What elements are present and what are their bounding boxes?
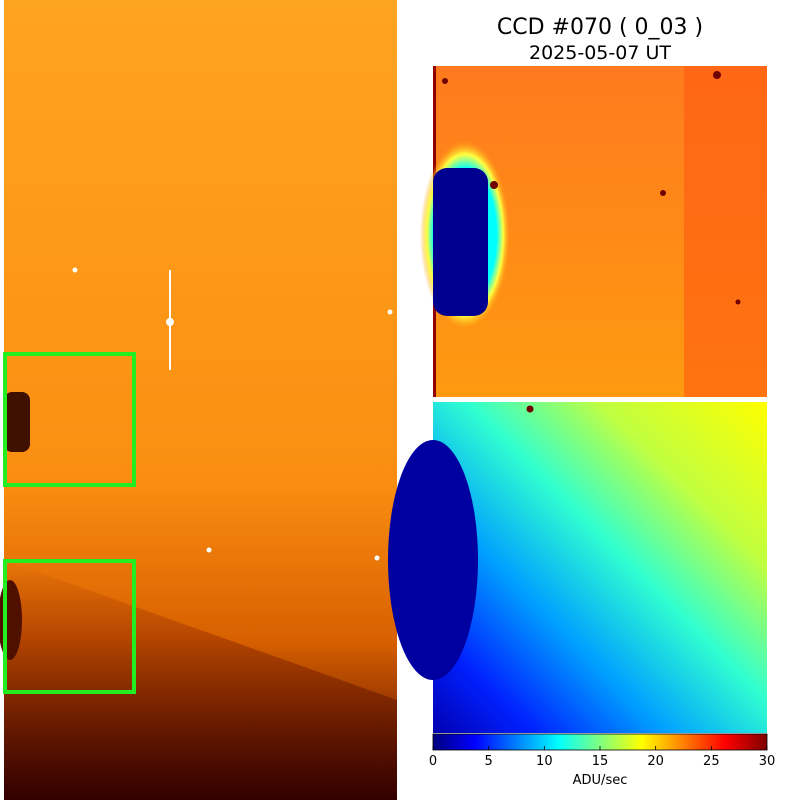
colorbar-tick-label: 30 <box>759 754 776 769</box>
full-ccd-image <box>0 0 397 800</box>
colorbar-tick-label: 15 <box>592 754 609 769</box>
date: 2025-05-07 UT <box>529 42 671 64</box>
zoom-top-image <box>420 66 767 397</box>
colorbar-tick-label: 25 <box>703 754 720 769</box>
colorbar-tick-label: 20 <box>647 754 664 769</box>
colorbar-tick-label: 5 <box>485 754 493 769</box>
colorbar-tick-label: 0 <box>429 754 437 769</box>
zoom-bottom-image <box>388 402 767 733</box>
title: CCD #070 ( 0_03 ) <box>497 15 703 40</box>
colorbar-label: ADU/sec <box>573 773 628 788</box>
colorbar-tick-label: 10 <box>536 754 553 769</box>
